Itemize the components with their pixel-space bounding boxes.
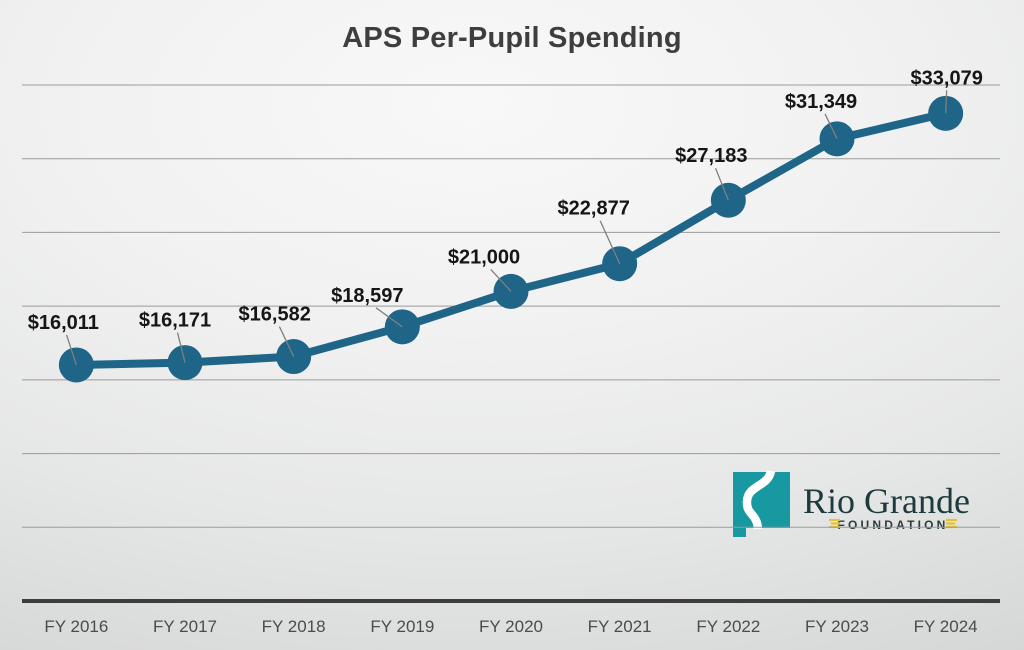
- data-label-callout-line: [65, 334, 77, 366]
- data-label-callout-line: [945, 90, 948, 114]
- data-label-callout-line: [490, 268, 512, 292]
- x-tick-label: FY 2019: [370, 617, 434, 636]
- x-tick-label: FY 2018: [262, 617, 326, 636]
- x-tick-labels: FY 2016 FY 2017 FY 2018 FY 2019 FY 2020 FY 20…: [44, 617, 977, 636]
- x-tick-label: FY 2021: [588, 617, 652, 636]
- data-label: $16,171: [139, 310, 211, 332]
- data-label-callout-line: [176, 332, 186, 363]
- new-mexico-state-icon: [733, 472, 790, 537]
- data-label: $22,877: [558, 198, 630, 220]
- gridlines: [22, 84, 1000, 528]
- data-label: $27,183: [675, 145, 747, 167]
- data-label-callout-line: [375, 307, 403, 328]
- data-labels: $16,011 $16,171 $16,582 $18,597 $21,000 $22,8…: [28, 67, 983, 334]
- data-label: $18,597: [331, 285, 403, 307]
- x-tick-label: FY 2023: [805, 617, 869, 636]
- data-label-callouts: [65, 90, 948, 366]
- data-label-callout-line: [599, 220, 621, 264]
- data-label: $33,079: [911, 67, 983, 89]
- data-label: $16,011: [28, 312, 99, 334]
- logo-right-dashes-icon: [946, 518, 957, 529]
- data-series: [58, 95, 964, 383]
- data-label-callout-line: [714, 168, 729, 201]
- river-icon: [742, 469, 776, 530]
- chart-title: APS Per-Pupil Spending: [342, 22, 682, 54]
- logo-wordmark: Rio Grande: [803, 481, 970, 521]
- data-label: $21,000: [448, 246, 520, 268]
- logo-subtitle: FOUNDATION: [837, 518, 948, 532]
- data-label-callout-line: [824, 113, 838, 140]
- x-tick-label: FY 2016: [44, 617, 108, 636]
- data-label: $31,349: [785, 91, 857, 113]
- logo-left-dashes-icon: [829, 518, 840, 529]
- data-label-callout-line: [278, 326, 295, 357]
- data-label: $16,582: [239, 304, 311, 326]
- x-tick-label: FY 2024: [914, 617, 978, 636]
- x-tick-label: FY 2020: [479, 617, 543, 636]
- x-tick-label: FY 2017: [153, 617, 217, 636]
- x-tick-label: FY 2022: [696, 617, 760, 636]
